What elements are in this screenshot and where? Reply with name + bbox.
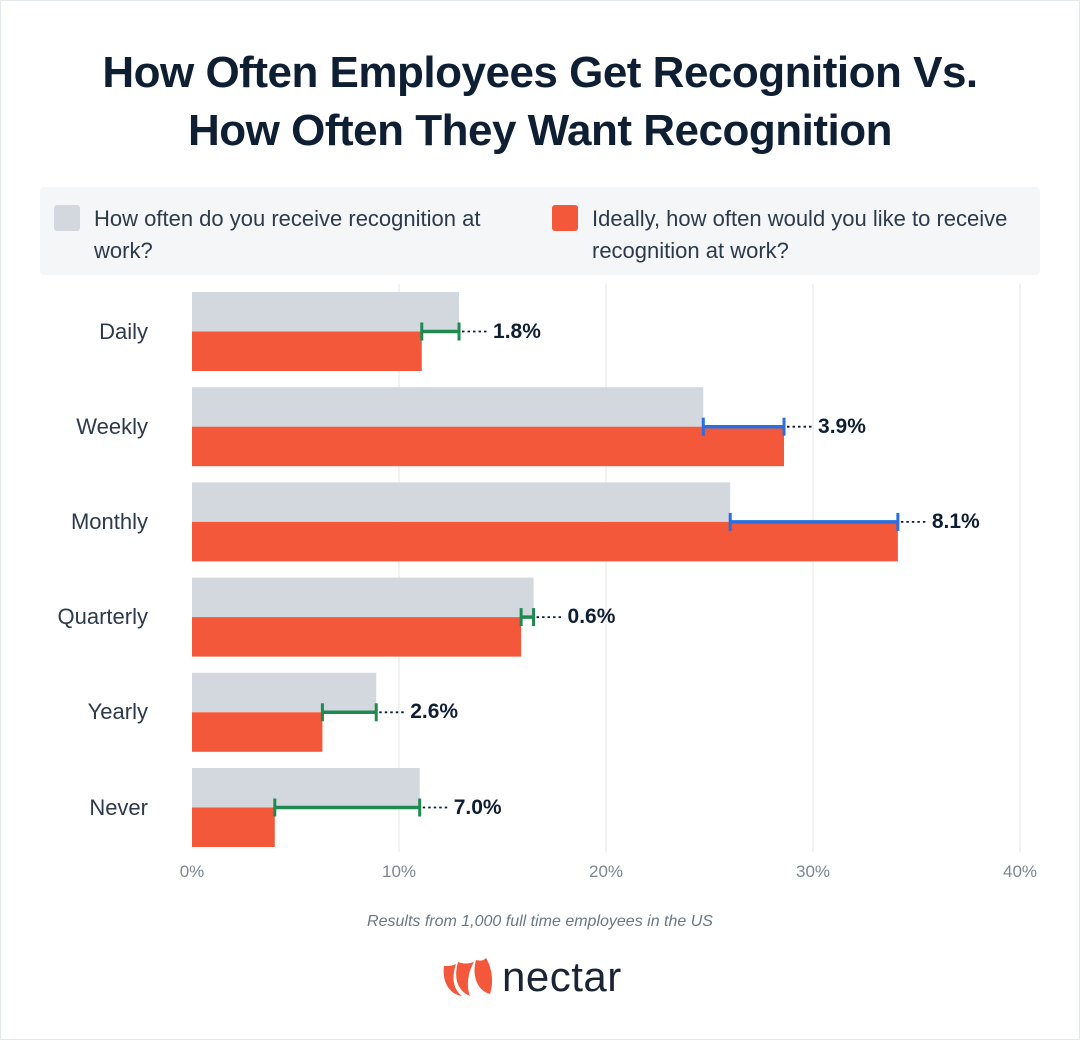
category-label: Weekly (76, 413, 148, 439)
bar-received (192, 672, 377, 713)
title-line-2: How Often They Want Recognition (188, 106, 892, 155)
title-line-1: How Often Employees Get Recognition Vs. (102, 48, 978, 97)
bar-received (192, 482, 731, 522)
nectar-logo-icon (443, 958, 493, 996)
difference-label: 0.6% (567, 605, 616, 629)
difference-label: 7.0% (453, 795, 502, 819)
x-tick-label: 20% (588, 862, 624, 881)
bar-received (192, 768, 420, 808)
x-tick-label: 0% (179, 862, 205, 881)
category-label: Never (89, 794, 148, 820)
difference-label: 1.8% (493, 319, 541, 343)
legend-label-ideal: Ideally, how often would you like to rec… (592, 206, 1008, 263)
legend: How often do you receive recognition at … (40, 187, 1040, 275)
bar-received (192, 387, 704, 427)
difference-label: 3.9% (818, 414, 866, 438)
category-label: Quarterly (57, 604, 148, 630)
bar-ideal (192, 426, 785, 467)
category-label: Monthly (70, 508, 148, 534)
bar-received (192, 292, 460, 332)
brand-name: nectar (502, 953, 622, 1000)
difference-label: 8.1% (931, 509, 980, 533)
chart-title: How Often Employees Get Recognition Vs. … (0, 44, 1080, 160)
category-label: Daily (99, 318, 148, 344)
bar-ideal (192, 712, 323, 752)
bar-received (192, 577, 534, 618)
footnote: Results from 1,000 full time employees i… (367, 913, 713, 930)
legend-swatch-received (54, 205, 80, 231)
bar-ideal (192, 521, 898, 562)
difference-label: 2.6% (410, 700, 459, 724)
bar-ideal (192, 617, 522, 657)
x-tick-label: 10% (381, 862, 417, 881)
x-tick-label: 40% (1002, 862, 1038, 881)
bar-ideal (192, 331, 422, 371)
x-tick-label: 30% (795, 862, 831, 881)
legend-label-received: How often do you receive recognition at … (94, 206, 481, 263)
category-label: Yearly (87, 699, 148, 725)
legend-swatch-ideal (552, 205, 578, 231)
bar-ideal (192, 807, 275, 847)
